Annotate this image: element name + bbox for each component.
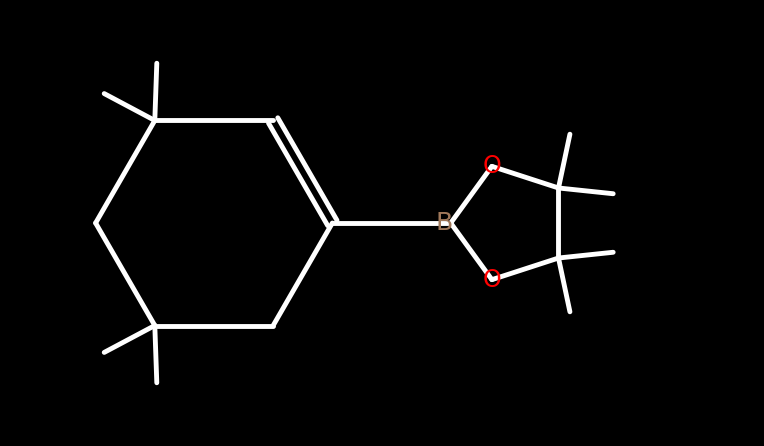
Text: B: B	[436, 211, 453, 235]
Text: O: O	[483, 154, 501, 178]
Text: O: O	[483, 268, 501, 292]
